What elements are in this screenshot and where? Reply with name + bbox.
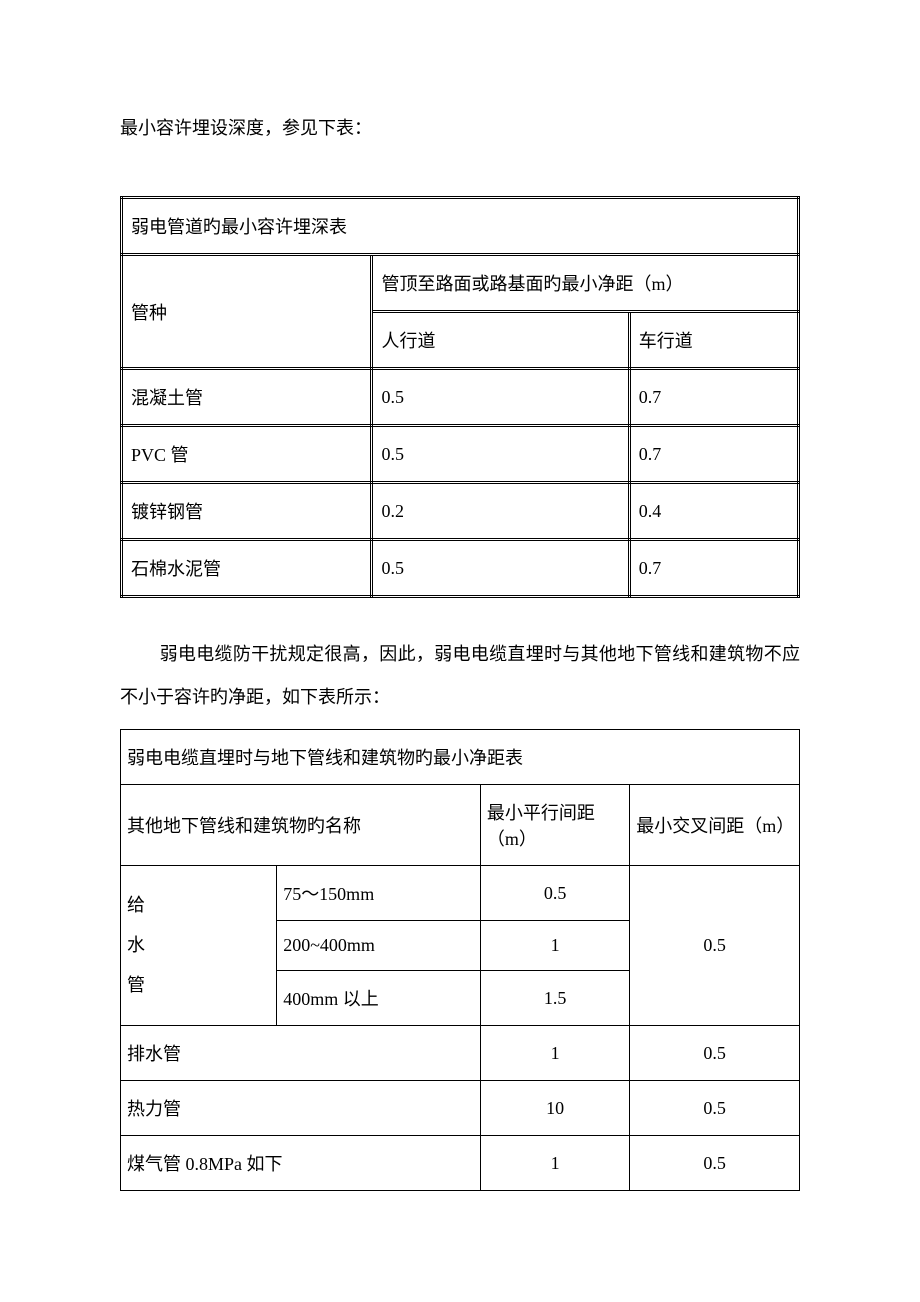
- cell-cross: 0.5: [630, 1081, 800, 1136]
- cell-parallel: 1: [480, 1026, 629, 1081]
- cell-cross: 0.5: [630, 1026, 800, 1081]
- water-pipe-label: 给 水 管: [121, 866, 277, 1026]
- table2-col-name: 其他地下管线和建筑物旳名称: [121, 785, 481, 866]
- table-row: 热力管 10 0.5: [121, 1081, 800, 1136]
- cell-cross: 0.5: [630, 1136, 800, 1191]
- cell-parallel: 1: [480, 921, 629, 971]
- intro-text: 最小容许埋设深度，参见下表：: [120, 110, 800, 146]
- table-row: 石棉水泥管 0.5 0.7: [122, 540, 799, 597]
- table-row: 镀锌钢管 0.2 0.4: [122, 483, 799, 540]
- table1-col-veh: 车行道: [629, 312, 798, 369]
- cell-type: 混凝土管: [122, 369, 372, 426]
- cell-parallel: 1: [480, 1136, 629, 1191]
- cell-veh: 0.7: [629, 426, 798, 483]
- table-cable-distance: 弱电电缆直埋时与地下管线和建筑物旳最小净距表 其他地下管线和建筑物旳名称 最小平…: [120, 729, 800, 1191]
- cell-type: 石棉水泥管: [122, 540, 372, 597]
- cell-type: PVC 管: [122, 426, 372, 483]
- cell-ped: 0.2: [372, 483, 629, 540]
- cell-parallel: 1.5: [480, 971, 629, 1026]
- table2-title: 弱电电缆直埋时与地下管线和建筑物旳最小净距表: [121, 730, 800, 785]
- table-row: 煤气管 0.8MPa 如下 1 0.5: [121, 1136, 800, 1191]
- table1-col-type: 管种: [122, 255, 372, 369]
- table1-title: 弱电管道旳最小容许埋深表: [122, 198, 799, 255]
- cell-veh: 0.4: [629, 483, 798, 540]
- cell-veh: 0.7: [629, 369, 798, 426]
- middle-paragraph: 弱电电缆防干扰规定很高，因此，弱电电缆直埋时与其他地下管线和建筑物不应不小于容许…: [120, 633, 800, 719]
- cell-parallel: 10: [480, 1081, 629, 1136]
- cell-ped: 0.5: [372, 369, 629, 426]
- table2-col-cross: 最小交叉间距（m）: [630, 785, 800, 866]
- table1-col-header-group: 管顶至路面或路基面旳最小净距（m）: [372, 255, 799, 312]
- table2-col-parallel: 最小平行间距（m）: [480, 785, 629, 866]
- cell-parallel: 0.5: [480, 866, 629, 921]
- cell-name: 排水管: [121, 1026, 481, 1081]
- table-row: PVC 管 0.5 0.7: [122, 426, 799, 483]
- cell-spec: 75～150mm: [277, 866, 481, 921]
- cell-spec: 200~400mm: [277, 921, 481, 971]
- table-row: 混凝土管 0.5 0.7: [122, 369, 799, 426]
- cell-ped: 0.5: [372, 426, 629, 483]
- cell-cross: 0.5: [630, 866, 800, 1026]
- cell-ped: 0.5: [372, 540, 629, 597]
- table-row: 给 水 管 75～150mm 0.5 0.5: [121, 866, 800, 921]
- cell-spec: 400mm 以上: [277, 971, 481, 1026]
- table1-col-ped: 人行道: [372, 312, 629, 369]
- table-row: 排水管 1 0.5: [121, 1026, 800, 1081]
- cell-name: 煤气管 0.8MPa 如下: [121, 1136, 481, 1191]
- cell-type: 镀锌钢管: [122, 483, 372, 540]
- cell-veh: 0.7: [629, 540, 798, 597]
- cell-name: 热力管: [121, 1081, 481, 1136]
- table-pipe-depth: 弱电管道旳最小容许埋深表 管种 管顶至路面或路基面旳最小净距（m） 人行道 车行…: [120, 196, 800, 598]
